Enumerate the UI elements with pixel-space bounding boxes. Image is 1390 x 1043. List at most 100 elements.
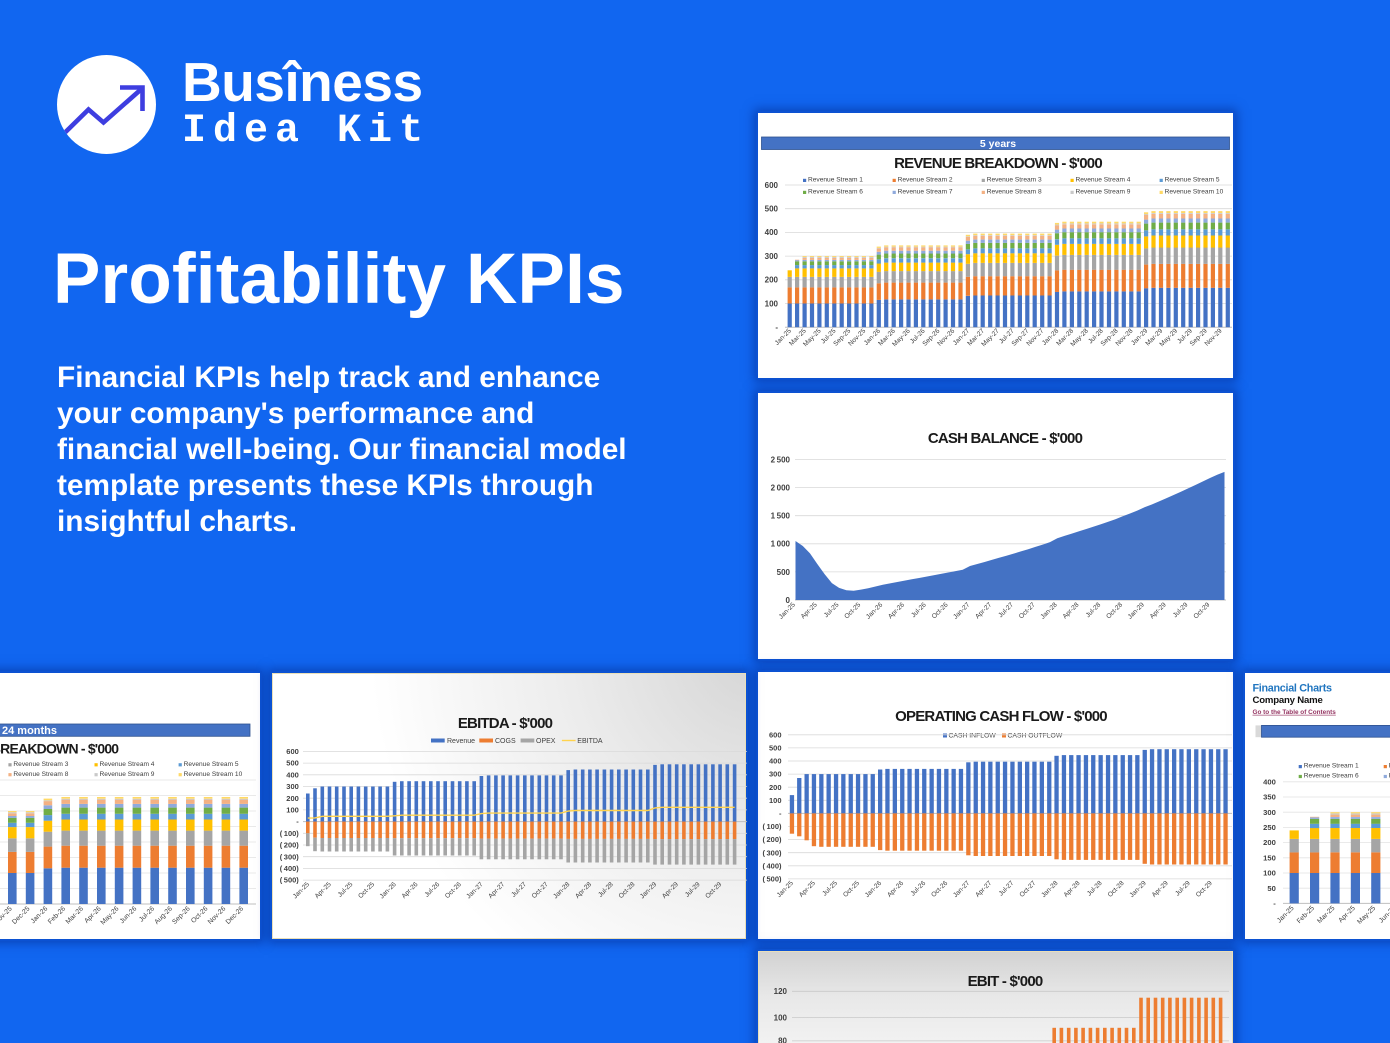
svg-text:Revenue Stream 1: Revenue Stream 1 <box>808 177 863 184</box>
svg-text:Jul-29: Jul-29 <box>684 881 702 899</box>
svg-text:Oct-26: Oct-26 <box>444 881 463 900</box>
svg-text:120: 120 <box>774 987 788 996</box>
svg-text:Oct-28: Oct-28 <box>1107 880 1126 899</box>
svg-text:Apr-29: Apr-29 <box>661 881 680 900</box>
svg-text:Revenue Stream 8: Revenue Stream 8 <box>987 189 1042 196</box>
svg-text:80: 80 <box>778 1037 787 1043</box>
svg-text:CASH OUTFLOW: CASH OUTFLOW <box>1008 732 1063 739</box>
svg-text:EBIT - $'000: EBIT - $'000 <box>968 973 1043 990</box>
svg-text:Jan-26: Jan-26 <box>379 881 398 900</box>
svg-text:( 100): ( 100) <box>762 822 782 831</box>
svg-text:May-26: May-26 <box>100 905 121 926</box>
svg-text:Jan-29: Jan-29 <box>1129 880 1148 899</box>
svg-text:May-25: May-25 <box>1356 905 1377 926</box>
svg-text:( 300): ( 300) <box>280 852 300 861</box>
svg-text:350: 350 <box>1263 793 1276 802</box>
svg-text:Revenue Stream 10: Revenue Stream 10 <box>184 771 243 778</box>
svg-text:Apr-26: Apr-26 <box>886 880 905 899</box>
svg-text:50: 50 <box>1267 884 1275 893</box>
svg-text:100: 100 <box>1263 869 1276 878</box>
svg-text:Revenue Stream 2: Revenue Stream 2 <box>1389 763 1390 770</box>
svg-text:Oct-28: Oct-28 <box>1105 601 1124 620</box>
svg-text:250: 250 <box>1263 823 1276 832</box>
svg-text:0: 0 <box>786 596 791 605</box>
svg-text:Jul-29: Jul-29 <box>1174 880 1192 898</box>
svg-text:Apr-28: Apr-28 <box>1062 601 1081 620</box>
svg-text:100: 100 <box>769 796 782 805</box>
svg-text:5 years: 5 years <box>980 138 1016 150</box>
svg-text:Revenue Stream 1: Revenue Stream 1 <box>1304 763 1359 770</box>
svg-text:Jan-26: Jan-26 <box>864 880 883 899</box>
svg-text:Revenue: Revenue <box>447 738 475 745</box>
svg-text:Jan-26: Jan-26 <box>30 905 50 925</box>
svg-text:( 200): ( 200) <box>762 835 782 844</box>
svg-text:Apr-27: Apr-27 <box>974 601 993 620</box>
svg-text:400: 400 <box>765 228 779 237</box>
svg-text:Oct-29: Oct-29 <box>1195 880 1214 899</box>
svg-text:Oct-27: Oct-27 <box>1018 601 1037 620</box>
svg-text:Nov-26: Nov-26 <box>207 905 228 926</box>
svg-text:Jul-28: Jul-28 <box>1086 880 1104 898</box>
svg-text:Revenue Stream 5: Revenue Stream 5 <box>1165 177 1220 184</box>
svg-text:Oct-26: Oct-26 <box>931 601 950 620</box>
svg-text:300: 300 <box>286 782 299 791</box>
svg-text:OPERATING CASH FLOW - $'000: OPERATING CASH FLOW - $'000 <box>895 708 1107 725</box>
svg-text:Revenue Stream 4: Revenue Stream 4 <box>1076 177 1131 184</box>
svg-text:Jan-29: Jan-29 <box>1127 601 1146 620</box>
svg-text:Sep-26: Sep-26 <box>171 905 192 926</box>
svg-text:200: 200 <box>765 276 779 285</box>
svg-text:400: 400 <box>1263 777 1276 786</box>
svg-text:100: 100 <box>765 299 779 308</box>
svg-text:24 months: 24 months <box>2 725 57 737</box>
svg-text:-: - <box>1273 899 1276 908</box>
svg-text:2 500: 2 500 <box>771 455 791 464</box>
svg-text:-: - <box>775 323 778 332</box>
svg-text:Revenue Stream 8: Revenue Stream 8 <box>13 771 68 778</box>
svg-text:-: - <box>779 809 782 818</box>
svg-text:Jan-27: Jan-27 <box>465 881 484 900</box>
svg-text:200: 200 <box>286 794 299 803</box>
svg-text:600: 600 <box>769 730 782 739</box>
svg-text:Revenue Stream 9: Revenue Stream 9 <box>1076 189 1131 196</box>
svg-text:Revenue Stream 4: Revenue Stream 4 <box>100 761 155 768</box>
svg-text:Jul-26: Jul-26 <box>910 601 928 619</box>
svg-text:500: 500 <box>286 759 299 768</box>
svg-text:Revenue Stream 3: Revenue Stream 3 <box>13 761 68 768</box>
svg-text:Nov-29: Nov-29 <box>1204 327 1224 347</box>
svg-text:Jul-25: Jul-25 <box>823 601 841 619</box>
svg-text:Revenue Stream 6: Revenue Stream 6 <box>1304 773 1359 780</box>
svg-text:Jul-29: Jul-29 <box>1172 601 1190 619</box>
svg-text:300: 300 <box>1263 808 1276 817</box>
svg-text:Apr-27: Apr-27 <box>974 880 993 899</box>
svg-text:Go to the Table of Contents: Go to the Table of Contents <box>1253 709 1337 716</box>
svg-text:OPEX: OPEX <box>536 738 556 745</box>
svg-text:Apr-25: Apr-25 <box>800 601 819 620</box>
svg-text:1 500: 1 500 <box>771 512 791 521</box>
svg-text:Revenue Stream 5: Revenue Stream 5 <box>184 761 239 768</box>
svg-text:REVENUE BREAKDOWN - $'000: REVENUE BREAKDOWN - $'000 <box>894 155 1102 172</box>
svg-text:Revenue Stream 10: Revenue Stream 10 <box>1165 189 1224 196</box>
svg-text:Jun-25: Jun-25 <box>1378 905 1390 925</box>
svg-text:Jul-28: Jul-28 <box>597 881 615 899</box>
svg-text:Apr-29: Apr-29 <box>1151 880 1170 899</box>
svg-text:( 500): ( 500) <box>762 875 782 884</box>
svg-text:Aug-26: Aug-26 <box>153 905 174 926</box>
svg-text:150: 150 <box>1263 853 1276 862</box>
svg-text:( 500): ( 500) <box>280 876 300 885</box>
svg-text:EBITDA - $'000: EBITDA - $'000 <box>458 715 553 732</box>
svg-text:Feb-25: Feb-25 <box>1296 905 1316 925</box>
svg-text:Jul-27: Jul-27 <box>997 601 1015 619</box>
svg-text:Jul-27: Jul-27 <box>510 881 528 899</box>
svg-text:2 000: 2 000 <box>771 484 791 493</box>
svg-text:500: 500 <box>777 568 791 577</box>
svg-text:500: 500 <box>765 205 779 214</box>
svg-text:Jul-25: Jul-25 <box>821 880 839 898</box>
svg-text:Oct-27: Oct-27 <box>531 881 550 900</box>
svg-text:Jul-26: Jul-26 <box>424 881 442 899</box>
svg-text:Apr-25: Apr-25 <box>1337 905 1357 925</box>
svg-text:Apr-25: Apr-25 <box>314 881 333 900</box>
svg-text:Jan-28: Jan-28 <box>1040 601 1059 620</box>
svg-text:Jan-28: Jan-28 <box>552 881 571 900</box>
svg-text:CASH BALANCE - $'000: CASH BALANCE - $'000 <box>928 430 1083 447</box>
svg-text:Jul-25: Jul-25 <box>337 881 355 899</box>
